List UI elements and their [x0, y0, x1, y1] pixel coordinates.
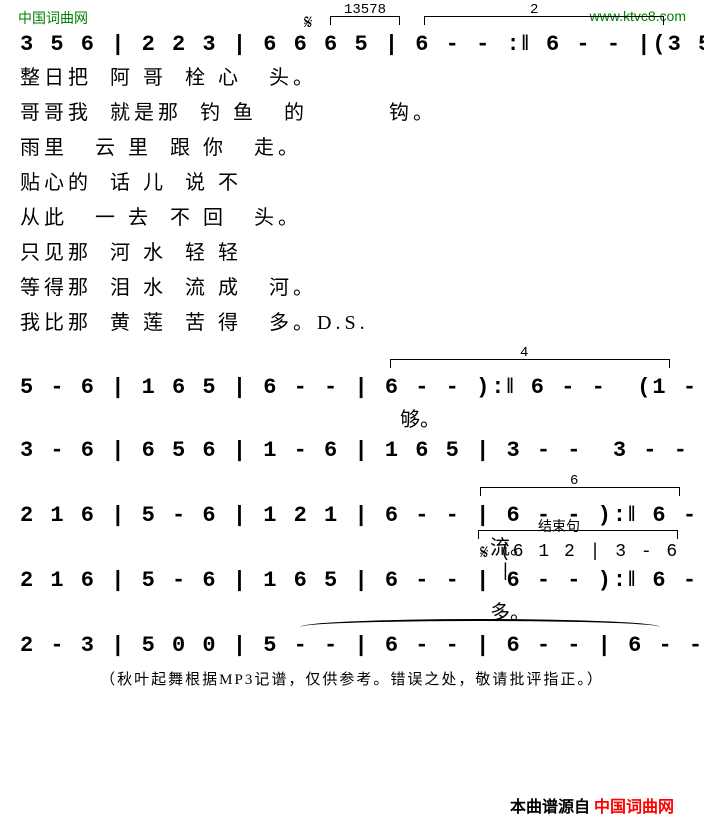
- lyric-8: 我比那 黄 莲 苦 得 多。D.S.: [20, 306, 684, 335]
- bracket-label-13578: 13578: [344, 2, 386, 18]
- lyric-1: 整日把 阿 哥 栓 心 头。: [20, 61, 684, 90]
- bracket-6: [480, 487, 680, 495]
- lyric-block-1: 整日把 阿 哥 栓 心 头。 哥哥我 就是那 钓 鱼 的 钩。 雨里 云 里 跟…: [20, 61, 684, 335]
- system-5: 结束句 𝄋 (6 1 2 | 3 - 6 | 2 1 6 | 5 - 6 | 1…: [20, 566, 684, 593]
- system-3: 3 - 6 | 6 5 6 | 1 - 6 | 1 6 5 | 3 - - 3 …: [20, 438, 684, 463]
- notation-line-1: 3 5 6 | 2 2 3 | 6 6 6 5 | 6 - - :‖ 6 - -…: [20, 30, 684, 57]
- tie-long: [300, 619, 660, 627]
- notation-line-4: 2 1 6 | 5 - 6 | 1 2 1 | 6 - - | 6 - - ):…: [20, 501, 684, 528]
- segno-end-icon: 𝄋: [480, 542, 489, 565]
- system-2: 4 5 - 6 | 1 6 5 | 6 - - | 6 - - ):‖ 6 - …: [20, 373, 684, 400]
- lyric-6: 只见那 河 水 轻 轻: [20, 236, 684, 265]
- lyric-3: 雨里 云 里 跟 你 走。: [20, 131, 684, 160]
- notation-line-2: 5 - 6 | 1 6 5 | 6 - - | 6 - - ):‖ 6 - - …: [20, 373, 684, 400]
- source-name: 中国词曲网: [594, 799, 674, 816]
- source-line: 本曲谱源自 中国词曲网: [510, 793, 674, 817]
- lyric-2: 哥哥我 就是那 钓 鱼 的 钩。: [20, 96, 684, 125]
- system-1: 𝄋 13578 2 3 5 6 | 2 2 3 | 6 6 6 5 | 6 - …: [20, 30, 684, 335]
- bracket-label-4: 4: [520, 345, 528, 361]
- footer-note: （秋叶起舞根据MP3记谱，仅供参考。错误之处，敬请批评指正。）: [20, 668, 684, 689]
- notation-line-5: 2 1 6 | 5 - 6 | 1 6 5 | 6 - - | 6 - - ):…: [20, 566, 684, 593]
- bracket-2: [424, 16, 664, 24]
- bracket-4: [390, 359, 670, 367]
- header-left-logo: 中国词曲网: [18, 8, 88, 28]
- end-label: 结束句: [538, 516, 580, 536]
- lyric-7: 等得那 泪 水 流 成 河。: [20, 271, 684, 300]
- source-prefix: 本曲谱源自: [510, 799, 590, 816]
- score-content: 𝄋 13578 2 3 5 6 | 2 2 3 | 6 6 6 5 | 6 - …: [20, 30, 684, 689]
- lyric-5: 从此 一 去 不 回 头。: [20, 201, 684, 230]
- bracket-label-2: 2: [530, 2, 538, 18]
- bracket-label-6: 6: [570, 473, 578, 489]
- system-6: 2 - 3 | 5 0 0 | 5 - - | 6 - - | 6 - - | …: [20, 631, 684, 658]
- lyric-4: 贴心的 话 儿 说 不: [20, 166, 684, 195]
- notation-line-3: 3 - 6 | 6 5 6 | 1 - 6 | 1 6 5 | 3 - - 3 …: [20, 438, 684, 463]
- notation-line-6: 2 - 3 | 5 0 0 | 5 - - | 6 - - | 6 - - | …: [20, 631, 684, 658]
- char-gou: 够。: [400, 403, 440, 432]
- system-4: 6 2 1 6 | 5 - 6 | 1 2 1 | 6 - - | 6 - - …: [20, 501, 684, 528]
